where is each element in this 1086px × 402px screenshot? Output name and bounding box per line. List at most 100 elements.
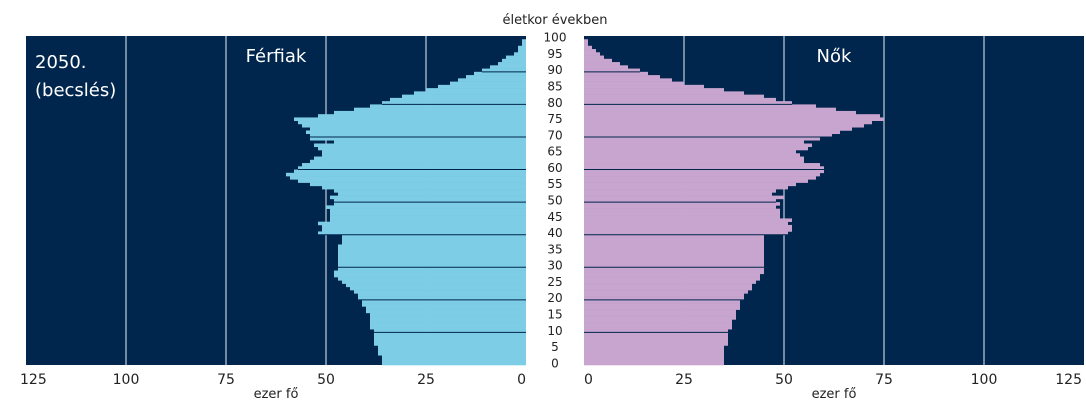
female-bar-age-0	[584, 361, 724, 366]
male-bar-age-66	[318, 146, 526, 151]
female-bar-age-71	[584, 130, 840, 135]
male-bar-age-61	[302, 163, 526, 167]
female-bar-age-74	[584, 120, 872, 125]
male-bar-age-91	[490, 65, 526, 69]
x-tick-right-75: 75	[875, 372, 893, 388]
female-bar-age-78	[584, 107, 836, 112]
male-bar-age-8	[374, 335, 526, 340]
x-tick-left-100: 100	[113, 372, 140, 388]
chart-subtitle: (becslés)	[35, 80, 116, 101]
x-tick-left-50: 50	[317, 372, 335, 388]
male-bar-age-64	[322, 153, 526, 157]
female-bar-age-97	[584, 45, 592, 50]
male-bar-age-15	[370, 312, 526, 317]
female-bar-age-81	[584, 97, 776, 102]
male-bar-age-87	[458, 78, 526, 82]
female-bar-age-70	[584, 133, 832, 138]
female-bar-age-86	[584, 81, 684, 86]
age-tick-0: 0	[551, 356, 559, 370]
male-bar-age-46	[330, 211, 526, 216]
male-bar-age-83	[414, 91, 526, 95]
age-tick-35: 35	[547, 242, 562, 256]
female-bar-age-15	[584, 312, 736, 317]
female-bar-age-82	[584, 94, 764, 99]
female-bar-age-61	[584, 163, 820, 167]
age-tick-85: 85	[547, 79, 562, 93]
male-bar-age-43	[318, 221, 526, 226]
age-tick-15: 15	[547, 308, 562, 322]
male-bar-age-0	[382, 361, 526, 366]
female-bar-age-73	[584, 123, 864, 128]
female-bar-age-65	[584, 150, 796, 154]
male-bar-age-19	[362, 299, 526, 304]
male-bar-age-57	[290, 176, 526, 180]
female-bar-age-21	[584, 293, 744, 297]
female-bar-age-5	[584, 345, 724, 350]
female-bar-age-95	[584, 52, 600, 56]
male-bar-age-47	[330, 208, 526, 213]
male-bar-age-62	[310, 159, 526, 164]
male-bar-age-27	[334, 273, 526, 278]
x-tick-left-75: 75	[217, 372, 235, 388]
female-bar-age-60	[584, 166, 824, 170]
female-bar-age-3	[584, 351, 724, 356]
male-bar-age-3	[378, 351, 526, 356]
male-bar-age-63	[314, 156, 526, 161]
female-bar-age-75	[584, 117, 884, 121]
female-bar-age-64	[584, 153, 800, 157]
x-tick-labels: 0 0 25 25 50 50 75 75 100 100 125 125	[20, 372, 1082, 388]
female-bar-age-36	[584, 244, 764, 249]
female-bar-age-26	[584, 277, 760, 281]
female-bar-age-34	[584, 250, 764, 255]
x-tick-right-0: 0	[584, 372, 593, 388]
female-bar-age-1	[584, 358, 724, 363]
male-bar-age-58	[286, 172, 526, 177]
female-bar-age-20	[584, 296, 744, 301]
female-bar-age-56	[584, 179, 808, 183]
male-bar-age-21	[358, 293, 526, 297]
age-tick-20: 20	[547, 291, 562, 305]
male-bar-age-17	[366, 306, 526, 310]
female-bar-age-11	[584, 325, 732, 330]
female-bar-age-9	[584, 332, 728, 336]
male-bar-age-39	[342, 234, 526, 239]
male-bar-age-40	[318, 231, 526, 236]
male-bar-age-81	[390, 97, 526, 102]
male-bar-age-80	[382, 101, 526, 105]
male-bar-age-1	[382, 358, 526, 363]
right-x-unit-label: ezer fő	[812, 387, 857, 402]
age-tick-80: 80	[547, 96, 562, 110]
x-tick-right-125: 125	[1055, 372, 1082, 388]
male-bar-age-34	[338, 250, 526, 255]
male-bar-age-82	[402, 94, 526, 99]
female-bar-age-90	[584, 68, 640, 73]
female-bar-age-42	[584, 224, 792, 229]
male-bar-age-72	[310, 127, 526, 131]
female-bar-age-25	[584, 280, 756, 284]
age-tick-30: 30	[547, 259, 562, 273]
male-bar-age-88	[466, 75, 526, 79]
male-bars	[286, 39, 526, 366]
female-bar-age-68	[584, 140, 804, 144]
female-bar-age-96	[584, 49, 596, 53]
age-tick-55: 55	[547, 177, 562, 191]
female-bar-age-77	[584, 110, 856, 115]
male-bar-age-12	[370, 322, 526, 327]
x-tick-left-25: 25	[417, 372, 435, 388]
male-series-label: Férfiak	[246, 46, 307, 67]
female-bar-age-22	[584, 290, 748, 294]
male-bar-age-50	[334, 198, 526, 203]
female-bar-age-69	[584, 136, 820, 141]
female-bar-age-18	[584, 303, 740, 307]
grid	[125, 36, 985, 365]
female-bar-age-76	[584, 114, 880, 118]
female-bar-age-46	[584, 211, 780, 216]
male-bar-age-90	[482, 68, 526, 73]
age-tick-10: 10	[547, 324, 562, 338]
male-bar-age-20	[358, 296, 526, 301]
male-bar-age-5	[378, 345, 526, 350]
male-bar-age-42	[322, 224, 526, 229]
male-bar-age-93	[502, 58, 526, 63]
female-bar-age-17	[584, 306, 740, 310]
female-bar-age-98	[584, 42, 588, 47]
